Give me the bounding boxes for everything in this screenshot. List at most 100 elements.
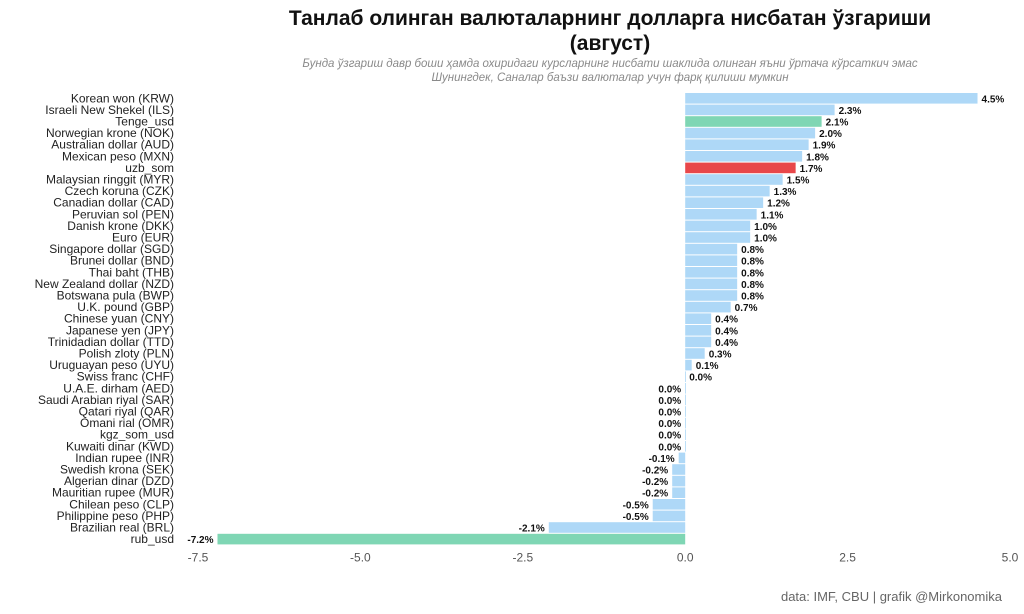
value-label: 0.0% xyxy=(658,442,681,453)
category-label: Malaysian ringgit (MYR) xyxy=(46,173,174,187)
bar-new-zealand-dollar-nzd xyxy=(685,278,738,290)
bar-trinidadian-dollar-ttd xyxy=(685,336,712,348)
category-label: Brazilian real (BRL) xyxy=(70,521,174,535)
bar-swedish-krona-sek xyxy=(672,464,686,475)
bar-canadian-dollar-cad xyxy=(685,197,764,208)
bar-israeli-new-shekel-ils xyxy=(685,104,835,116)
category-label: Thai baht (THB) xyxy=(89,265,174,279)
bar-singapore-dollar-sgd xyxy=(685,243,738,255)
value-label: 0.7% xyxy=(735,303,758,314)
value-label: 0.0% xyxy=(658,396,681,407)
category-label: Polish zloty (PLN) xyxy=(79,347,174,361)
value-label: 1.0% xyxy=(754,234,777,245)
bar-korean-won-krw xyxy=(685,93,978,104)
value-label: 0.8% xyxy=(741,257,764,268)
value-label: -0.2% xyxy=(642,466,668,477)
bar-chinese-yuan-cny xyxy=(685,313,712,324)
bar-chilean-peso-clp xyxy=(652,499,686,510)
bar-rub-usd xyxy=(217,533,686,545)
value-label: 2.1% xyxy=(826,118,849,129)
bar-japanese-yen-jpy xyxy=(685,325,712,336)
x-tick-label: 2.5 xyxy=(839,550,856,564)
value-label: 0.0% xyxy=(689,373,712,384)
bar-indian-rupee-inr xyxy=(678,452,686,464)
x-tick-label: 5.0 xyxy=(1002,550,1019,564)
bar-qatari-riyal-qar xyxy=(685,406,686,417)
category-label: Qatari riyal (QAR) xyxy=(79,405,174,419)
category-label: Botswana pula (BWP) xyxy=(57,289,174,303)
value-label: -0.1% xyxy=(649,454,675,465)
value-label: -0.5% xyxy=(623,512,649,523)
value-label: 2.0% xyxy=(819,129,842,140)
value-label: 4.5% xyxy=(982,94,1005,105)
bar-uruguayan-peso-uyu xyxy=(685,359,692,371)
bar-brazilian-real-brl xyxy=(548,522,686,533)
category-label: Norwegian krone (NOK) xyxy=(46,126,174,140)
bar-u-k-pound-gbp xyxy=(685,301,731,313)
bar-uzb-som xyxy=(685,162,796,174)
value-label: 1.7% xyxy=(800,164,823,175)
category-label: Israeli New Shekel (ILS) xyxy=(45,103,174,117)
bar-algerian-dinar-dzd xyxy=(672,475,686,487)
value-label: -0.2% xyxy=(642,489,668,500)
value-label: 0.8% xyxy=(741,245,764,256)
value-label: 0.4% xyxy=(715,315,738,326)
value-label: -2.1% xyxy=(519,524,545,535)
chart-title: Танлаб олинган валюталарнинг долларга ни… xyxy=(180,6,1024,56)
bar-saudi-arabian-riyal-sar xyxy=(685,394,686,406)
source-caption: data: IMF, CBU | grafik @Mirkonomika xyxy=(780,589,1002,604)
value-label: 0.0% xyxy=(658,408,681,419)
bar-omani-rial-omr xyxy=(685,417,686,429)
bar-polish-zloty-pln xyxy=(685,348,705,359)
bar-kuwaiti-dinar-kwd xyxy=(685,441,686,452)
category-label: Chilean peso (CLP) xyxy=(69,497,174,511)
category-label: Philippine peso (PHP) xyxy=(57,509,174,523)
category-label: Korean won (KRW) xyxy=(71,91,174,105)
value-label: -7.2% xyxy=(187,535,213,546)
category-label: Australian dollar (AUD) xyxy=(51,138,174,152)
category-label: Saudi Arabian riyal (SAR) xyxy=(38,393,174,407)
x-tick-label: -7.5 xyxy=(188,550,209,564)
category-label: Trinidadian dollar (TTD) xyxy=(48,335,174,349)
category-label: Kuwaiti dinar (KWD) xyxy=(66,439,174,453)
category-label: Chinese yuan (CNY) xyxy=(64,312,174,326)
category-label: kgz_som_usd xyxy=(100,428,174,442)
value-label: -0.5% xyxy=(623,500,649,511)
category-label: Euro (EUR) xyxy=(112,231,174,245)
bar-kgz-som-usd xyxy=(685,429,686,440)
value-label: 0.8% xyxy=(741,292,764,303)
value-label: 0.8% xyxy=(741,268,764,279)
category-label: U.A.E. dirham (AED) xyxy=(63,381,174,395)
value-label: 1.2% xyxy=(767,199,790,210)
category-label: rub_usd xyxy=(131,532,174,546)
chart-subtitle-line-1: Бунда ўзгариш давр боши ҳамда охиридаги … xyxy=(302,58,918,70)
category-label: Mauritian rupee (MUR) xyxy=(52,486,174,500)
bar-mexican-peso-mxn xyxy=(685,151,803,162)
category-label: Japanese yen (JPY) xyxy=(66,323,174,337)
value-label: 1.5% xyxy=(787,176,810,187)
bar-danish-krone-dkk xyxy=(685,220,751,232)
category-label: Algerian dinar (DZD) xyxy=(64,474,174,488)
category-label: Omani rial (OMR) xyxy=(80,416,174,430)
value-label: 1.0% xyxy=(754,222,777,233)
category-label: Uruguayan peso (UYU) xyxy=(49,358,174,372)
x-tick-label: -2.5 xyxy=(512,550,533,564)
bar-euro-eur xyxy=(685,232,751,243)
bar-norwegian-krone-nok xyxy=(685,127,816,139)
chart-subtitle: Бунда ўзгариш давр боши ҳамда охиридаги … xyxy=(180,57,1024,85)
value-label: 1.9% xyxy=(813,141,836,152)
bar-peruvian-sol-pen xyxy=(685,209,757,220)
x-tick-label: -5.0 xyxy=(350,550,371,564)
value-label: 2.3% xyxy=(839,106,862,117)
category-label: U.K. pound (GBP) xyxy=(77,300,174,314)
category-label: Brunei dollar (BND) xyxy=(70,254,174,268)
value-label: 1.3% xyxy=(774,187,797,198)
value-label: 1.1% xyxy=(761,210,784,221)
bar-brunei-dollar-bnd xyxy=(685,255,738,266)
x-tick-label: 0.0 xyxy=(677,550,694,564)
bar-swiss-franc-chf xyxy=(685,371,686,382)
value-label: 0.0% xyxy=(658,419,681,430)
value-label: 0.3% xyxy=(709,350,732,361)
bar-australian-dollar-aud xyxy=(685,139,809,150)
